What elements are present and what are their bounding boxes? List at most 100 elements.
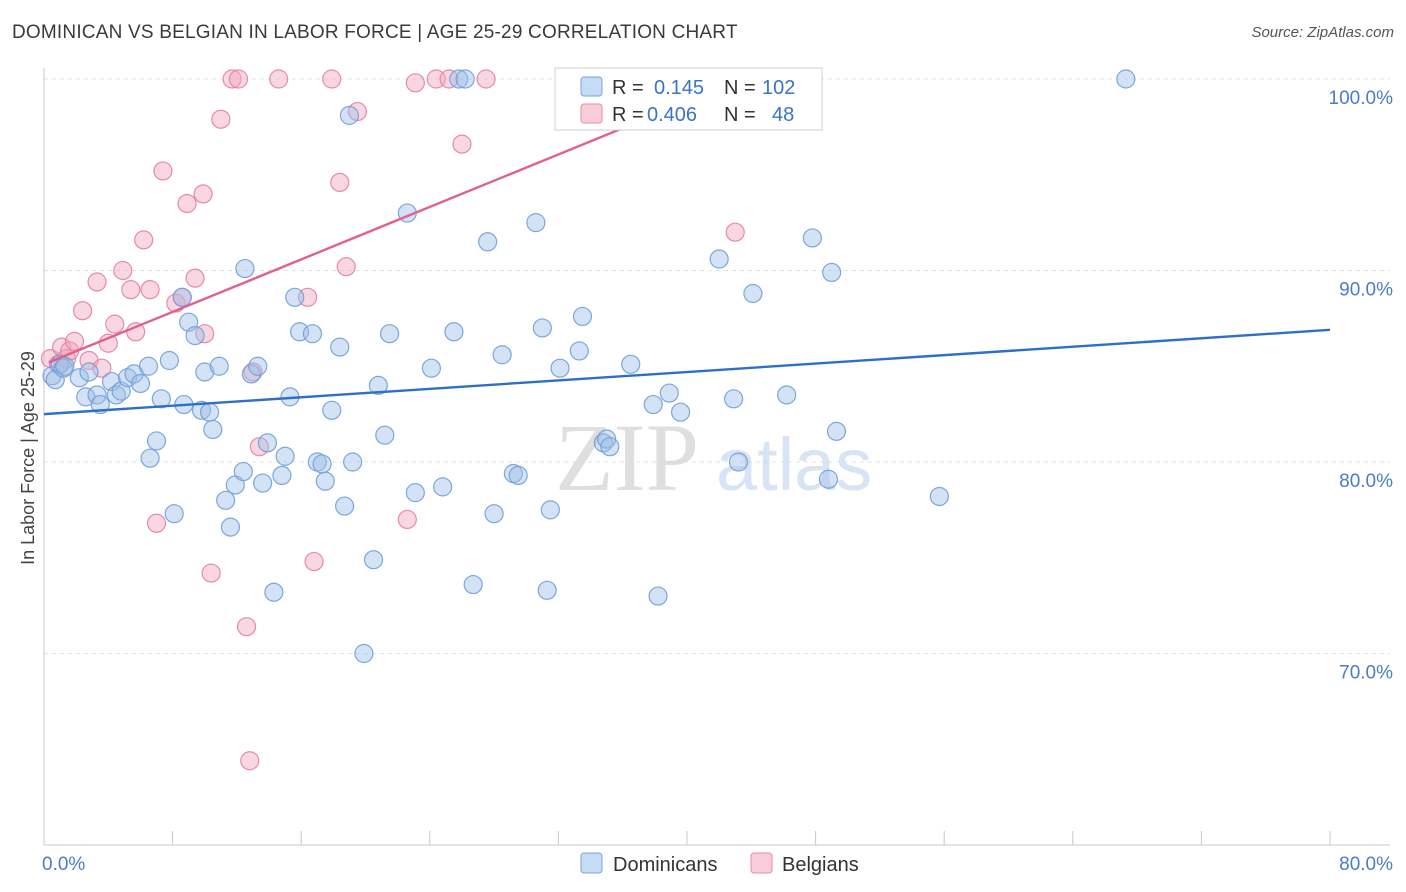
point-belgians-27: [222, 69, 242, 89]
legend-swatch-dominicans: [580, 852, 603, 874]
point-dominicans-36: [241, 364, 261, 384]
point-dominicans-58: [375, 425, 395, 445]
point-dominicans-90: [724, 389, 744, 409]
point-dominicans-92: [743, 283, 763, 304]
point-dominicans-54: [343, 452, 363, 472]
point-dominicans-75: [537, 580, 557, 600]
point-dominicans-99: [1116, 69, 1136, 89]
stats-r-value-belgians: 0.406: [647, 104, 697, 126]
point-dominicans-97: [826, 421, 847, 441]
y-axis-label: In Labor Force | Age 25-29: [18, 351, 38, 565]
point-belgians-37: [330, 172, 350, 193]
point-dominicans-34: [233, 461, 253, 482]
point-dominicans-7: [79, 362, 99, 382]
point-dominicans-76: [540, 500, 560, 520]
point-dominicans-27: [195, 362, 215, 382]
point-belgians-9: [92, 358, 112, 378]
y-tick-label-90: 90.0%: [1339, 280, 1393, 301]
point-dominicans-98: [929, 486, 949, 507]
point-dominicans-83: [600, 437, 620, 457]
y-tick-label-70: 70.0%: [1339, 663, 1393, 684]
legend-swatch-belgians: [750, 852, 773, 874]
point-dominicans-74: [532, 318, 552, 338]
point-dominicans-55: [354, 643, 374, 664]
stats-n-label-belgians: N =: [724, 104, 756, 126]
point-belgians-26: [211, 109, 231, 129]
point-belgians-40: [397, 509, 417, 530]
point-dominicans-85: [643, 394, 663, 415]
point-dominicans-87: [659, 383, 679, 403]
point-dominicans-59: [380, 324, 400, 344]
stats-legend-swatch-dominicans: [580, 76, 603, 97]
stats-n-value-dominicans: 102: [762, 77, 795, 99]
point-belgians-47: [725, 222, 745, 242]
y-tick-label-100: 100.0%: [1329, 88, 1394, 109]
point-dominicans-19: [151, 389, 171, 409]
point-dominicans-68: [478, 232, 498, 252]
point-dominicans-65: [449, 69, 469, 89]
point-dominicans-35: [235, 258, 255, 279]
stats-legend: R = 0.145 N = 102 R = 0.406 N = 48: [554, 67, 823, 131]
point-belgians-25: [201, 563, 221, 583]
point-dominicans-51: [330, 337, 350, 357]
point-belgians-24: [195, 324, 215, 344]
point-belgians-23: [193, 184, 213, 204]
point-belgians-35: [304, 551, 324, 572]
point-belgians-22: [185, 268, 205, 288]
point-belgians-13: [121, 280, 141, 300]
point-dominicans-64: [444, 322, 464, 342]
point-dominicans-42: [275, 446, 295, 466]
point-dominicans-96: [822, 262, 842, 283]
legend-label-dominicans: Dominicans: [613, 854, 717, 876]
stats-n-value-belgians: 48: [772, 104, 794, 126]
point-dominicans-1: [45, 370, 65, 390]
chart-title: DOMINICAN VS BELGIAN IN LABOR FORCE | AG…: [12, 22, 738, 43]
point-dominicans-21: [164, 504, 184, 524]
point-dominicans-69: [484, 504, 504, 524]
point-dominicans-62: [421, 358, 442, 378]
legend-label-belgians: Belgians: [782, 854, 859, 876]
point-dominicans-61: [405, 483, 425, 503]
point-belgians-6: [72, 301, 93, 321]
point-dominicans-41: [272, 465, 292, 486]
point-dominicans-5: [69, 368, 89, 388]
point-dominicans-31: [216, 490, 236, 510]
point-dominicans-15: [130, 373, 151, 394]
axes: [43, 68, 1390, 846]
point-dominicans-79: [569, 341, 589, 361]
point-belgians-33: [269, 69, 289, 89]
point-dominicans-72: [508, 465, 528, 486]
point-dominicans-38: [253, 473, 273, 493]
point-dominicans-66: [455, 69, 475, 89]
point-dominicans-46: [302, 324, 323, 344]
point-dominicans-30: [209, 356, 229, 376]
point-dominicans-20: [159, 350, 179, 371]
stats-r-label-dominicans: R =: [612, 77, 644, 99]
point-dominicans-67: [463, 574, 483, 595]
point-dominicans-37: [248, 356, 268, 376]
y-tick-label-80: 80.0%: [1339, 471, 1393, 492]
point-belgians-17: [146, 513, 167, 533]
point-dominicans-49: [315, 471, 335, 491]
point-dominicans-32: [220, 517, 241, 537]
watermark-atlas: atlas: [716, 423, 872, 506]
point-dominicans-40: [264, 582, 284, 602]
point-dominicans-91: [728, 452, 749, 472]
watermark: ZIP atlas: [555, 404, 872, 511]
point-dominicans-4: [55, 356, 75, 376]
point-dominicans-73: [526, 213, 546, 233]
point-dominicans-80: [572, 306, 593, 327]
bottom-legend: Dominicans Belgians: [580, 852, 859, 876]
point-dominicans-44: [285, 287, 305, 307]
point-dominicans-93: [777, 385, 797, 405]
point-dominicans-95: [818, 469, 839, 489]
point-belgians-18: [153, 161, 173, 181]
chart-source: Source: ZipAtlas.com: [1251, 24, 1394, 41]
point-dominicans-29: [203, 419, 223, 440]
point-dominicans-63: [433, 477, 453, 497]
watermark-zip: ZIP: [555, 404, 699, 511]
point-belgians-41: [405, 73, 425, 93]
point-belgians-44: [452, 134, 472, 154]
point-belgians-30: [240, 751, 260, 771]
point-dominicans-88: [670, 402, 691, 422]
